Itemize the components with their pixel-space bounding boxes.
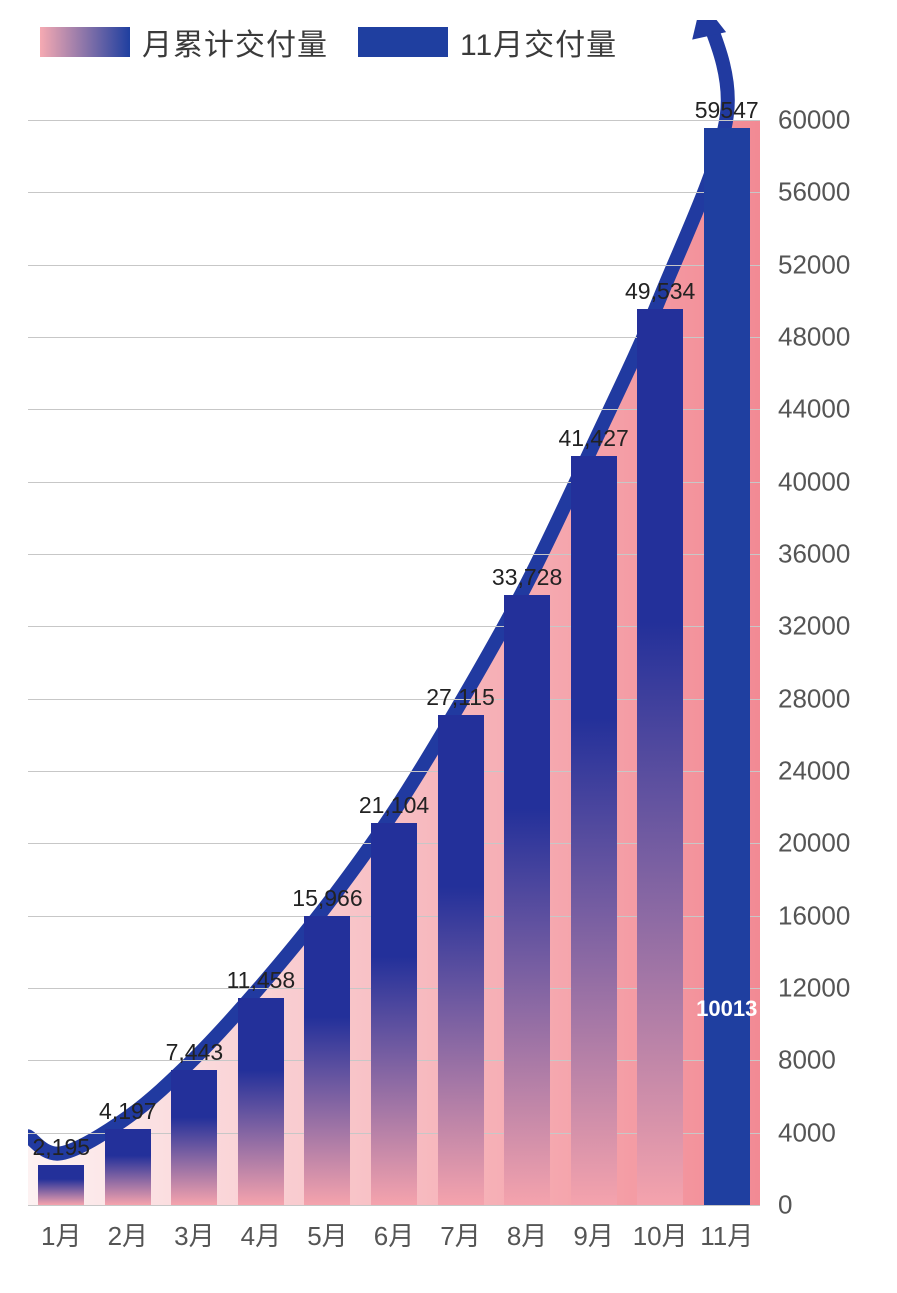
bar-value-label: 2,195 [32, 1134, 90, 1161]
y-tick-label: 0 [778, 1190, 792, 1221]
bar [371, 823, 417, 1205]
x-tick-label: 1月 [41, 1216, 81, 1253]
bar-value-label: 15,966 [292, 885, 362, 912]
y-tick-label: 40000 [778, 466, 850, 497]
x-tick-label: 6月 [374, 1216, 414, 1253]
legend-swatch [40, 27, 130, 57]
bar-value-label: 4,197 [99, 1098, 157, 1125]
y-tick-label: 52000 [778, 249, 850, 280]
x-tick-label: 2月 [108, 1216, 148, 1253]
bar-value-label: 59547 [695, 97, 759, 124]
y-tick-label: 44000 [778, 394, 850, 425]
gridline [28, 192, 760, 193]
legend-swatch [358, 27, 448, 57]
bar [571, 456, 617, 1205]
bar-value-label: 41,427 [558, 425, 628, 452]
legend-item: 月累计交付量 [40, 20, 328, 64]
y-tick-label: 20000 [778, 828, 850, 859]
bar-value-label: 49,534 [625, 278, 695, 305]
gridline [28, 1205, 760, 1206]
y-tick-label: 16000 [778, 900, 850, 931]
x-tick-label: 5月 [307, 1216, 347, 1253]
y-tick-label: 36000 [778, 539, 850, 570]
x-tick-label: 3月 [174, 1216, 214, 1253]
bar [504, 595, 550, 1205]
x-tick-label: 7月 [440, 1216, 480, 1253]
y-tick-label: 48000 [778, 322, 850, 353]
bar [238, 998, 284, 1205]
bar [704, 128, 750, 1205]
bar [105, 1129, 151, 1205]
x-tick-label: 10月 [633, 1216, 688, 1253]
gridline [28, 265, 760, 266]
overlay-value-label: 10013 [696, 996, 757, 1022]
bar-value-label: 7,443 [166, 1039, 224, 1066]
plot-area: 2,195 4,197 7,443 11,458 15,966 21,104 27,115 3… [28, 120, 760, 1205]
bar-value-label: 33,728 [492, 564, 562, 591]
bar [304, 916, 350, 1205]
y-tick-label: 4000 [778, 1117, 836, 1148]
bar [171, 1070, 217, 1205]
y-tick-label: 24000 [778, 756, 850, 787]
delivery-chart: 月累计交付量 11月交付量 2,195 4,197 7,443 11,458 15,966… [0, 0, 897, 1293]
bar-value-label: 27,115 [426, 684, 495, 711]
x-tick-label: 4月 [241, 1216, 281, 1253]
x-tick-label: 11月 [700, 1216, 753, 1253]
bar-value-label: 21,104 [359, 792, 429, 819]
legend: 月累计交付量 11月交付量 [40, 20, 617, 64]
legend-label: 月累计交付量 [142, 20, 328, 64]
y-tick-label: 12000 [778, 973, 850, 1004]
x-tick-label: 9月 [573, 1216, 613, 1253]
legend-item: 11月交付量 [358, 20, 617, 64]
legend-label: 11月交付量 [460, 20, 617, 64]
bar [38, 1165, 84, 1205]
y-tick-label: 8000 [778, 1045, 836, 1076]
bar [438, 715, 484, 1205]
y-tick-label: 32000 [778, 611, 850, 642]
bar [637, 309, 683, 1205]
gridline [28, 120, 760, 121]
x-tick-label: 8月 [507, 1216, 547, 1253]
y-tick-label: 60000 [778, 105, 850, 136]
bar-value-label: 11,458 [227, 967, 296, 994]
y-tick-label: 28000 [778, 683, 850, 714]
y-tick-label: 56000 [778, 177, 850, 208]
